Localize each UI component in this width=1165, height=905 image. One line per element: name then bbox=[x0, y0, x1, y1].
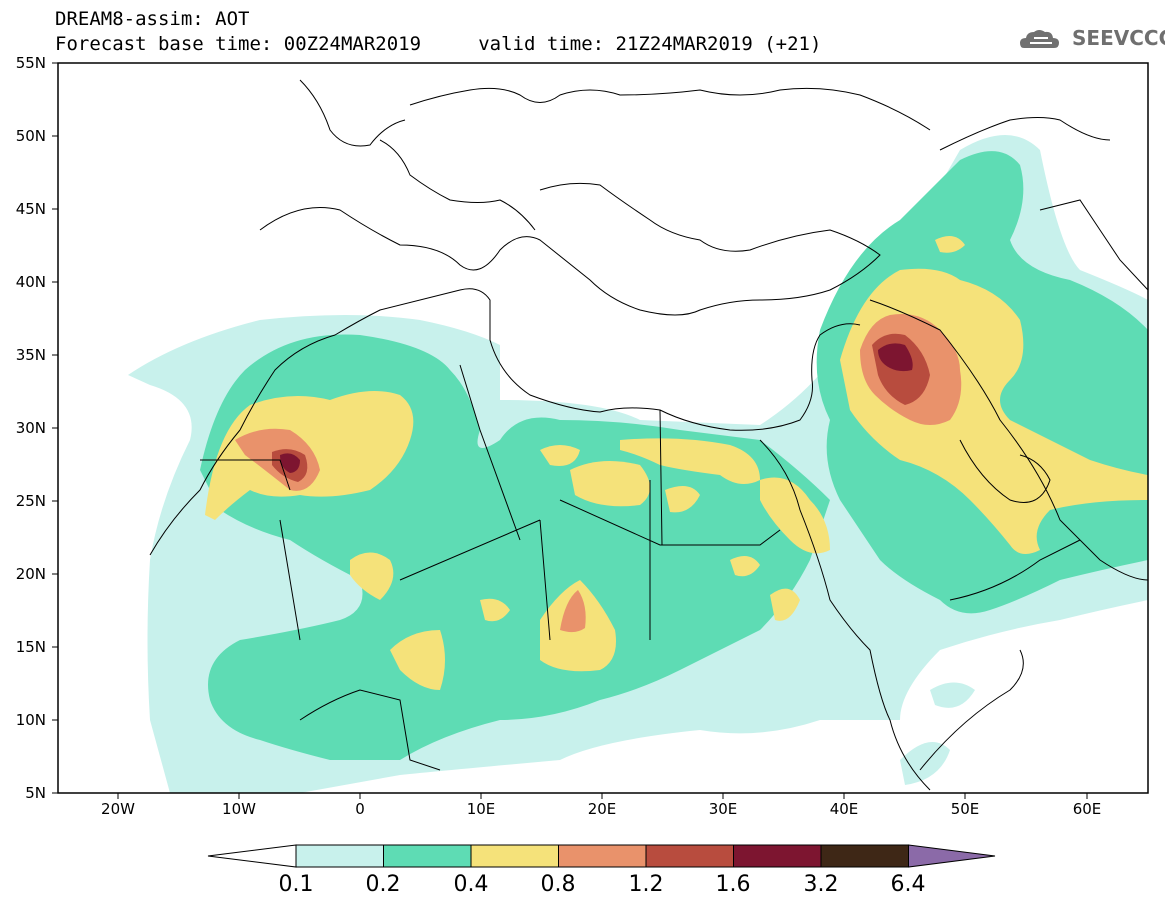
colorbar-label: 0.2 bbox=[365, 872, 401, 897]
lat-label: 5N bbox=[25, 784, 46, 802]
colorbar-label: 0.1 bbox=[278, 872, 314, 897]
colorbar-label: 1.6 bbox=[715, 872, 751, 897]
colorbar-label: 0.4 bbox=[453, 872, 489, 897]
time-info: Forecast base time: 00Z24MAR2019 valid t… bbox=[55, 33, 822, 55]
colorbar-end-low bbox=[207, 844, 297, 868]
lon-label: 60E bbox=[1072, 800, 1102, 818]
lon-label: 0 bbox=[355, 800, 365, 818]
lon-label: 20W bbox=[101, 800, 135, 818]
lat-label: 30N bbox=[15, 419, 46, 437]
ticks bbox=[52, 62, 1088, 799]
colorbar-label: 1.2 bbox=[628, 872, 664, 897]
colorbar-label: 6.4 bbox=[890, 872, 926, 897]
colorbar-swatch bbox=[645, 844, 734, 868]
colorbar-swatch bbox=[733, 844, 822, 868]
lat-label: 25N bbox=[15, 492, 46, 510]
lon-label: 10E bbox=[466, 800, 496, 818]
lat-label: 55N bbox=[15, 54, 46, 72]
colorbar-swatch bbox=[558, 844, 647, 868]
lat-label: 20N bbox=[15, 565, 46, 583]
lon-label: 40E bbox=[829, 800, 859, 818]
cloud-icon bbox=[1020, 30, 1059, 48]
lon-label: 20E bbox=[587, 800, 617, 818]
colorbar-label: 0.8 bbox=[540, 872, 576, 897]
lon-label: 50E bbox=[950, 800, 980, 818]
lat-label: 35N bbox=[15, 346, 46, 364]
aot-field bbox=[128, 135, 1148, 793]
colorbar-end-high bbox=[908, 844, 996, 868]
lat-label: 10N bbox=[15, 711, 46, 729]
lat-label: 40N bbox=[15, 273, 46, 291]
lat-label: 15N bbox=[15, 638, 46, 656]
lon-label: 10W bbox=[222, 800, 256, 818]
lat-label: 45N bbox=[15, 200, 46, 218]
lon-label: 30E bbox=[708, 800, 738, 818]
colorbar-swatch bbox=[383, 844, 472, 868]
colorbar-swatch bbox=[820, 844, 909, 868]
logo-text: SEEVCCC bbox=[1072, 26, 1165, 50]
coastlines bbox=[149, 79, 1148, 791]
colorbar-swatch bbox=[295, 844, 384, 868]
colorbar bbox=[207, 844, 996, 868]
colorbar-label: 3.2 bbox=[803, 872, 839, 897]
map-title: DREAM8-assim: AOT bbox=[55, 8, 250, 30]
lat-label: 50N bbox=[15, 127, 46, 145]
colorbar-swatch bbox=[470, 844, 559, 868]
